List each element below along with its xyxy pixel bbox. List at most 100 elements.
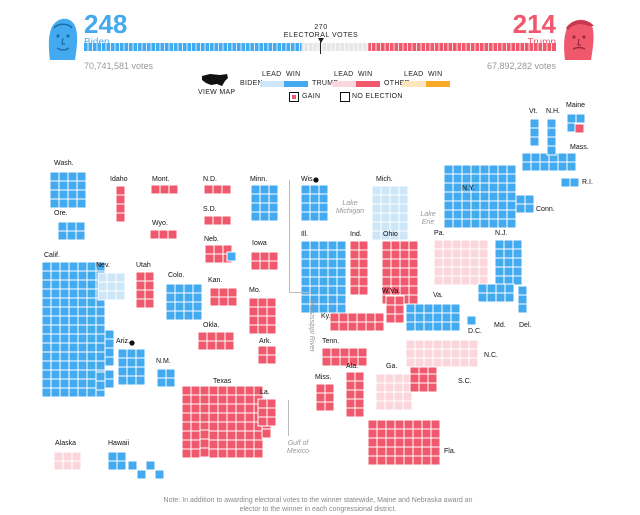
state-tile-colo[interactable] bbox=[165, 292, 176, 303]
state-tile-ala[interactable] bbox=[354, 380, 365, 391]
state-tile-calif[interactable] bbox=[41, 288, 52, 299]
state-tile-mo[interactable] bbox=[257, 306, 268, 317]
state-tile-calif[interactable] bbox=[68, 360, 79, 371]
state-tile-calif[interactable] bbox=[50, 369, 61, 380]
state-tile-nev[interactable] bbox=[106, 281, 117, 292]
state-tile-wash[interactable] bbox=[49, 198, 60, 209]
state-tile-calif[interactable] bbox=[68, 387, 79, 398]
state-tile-hawaii[interactable] bbox=[107, 460, 118, 471]
state-tile-ill[interactable] bbox=[327, 294, 338, 305]
state-tile-calif[interactable] bbox=[50, 288, 61, 299]
state-tile-n-y[interactable] bbox=[488, 191, 499, 202]
state-tile-ill[interactable] bbox=[300, 276, 311, 287]
state-tile-calif[interactable] bbox=[41, 360, 52, 371]
state-tile-ga[interactable] bbox=[393, 400, 404, 411]
state-tile-wyo[interactable] bbox=[149, 229, 160, 240]
state-tile-calif[interactable] bbox=[50, 333, 61, 344]
state-tile-texas[interactable] bbox=[208, 448, 219, 459]
state-tile-calif[interactable] bbox=[50, 306, 61, 317]
state-tile-md[interactable] bbox=[477, 283, 488, 294]
state-tile-n-y[interactable] bbox=[497, 173, 508, 184]
state-tile-texas[interactable] bbox=[190, 448, 201, 459]
state-tile-wis[interactable] bbox=[300, 184, 311, 195]
state-tile-calif[interactable] bbox=[68, 261, 79, 272]
state-tile-calif[interactable] bbox=[77, 270, 88, 281]
state-tile-n-y[interactable] bbox=[479, 191, 490, 202]
state-tile-n-c[interactable] bbox=[432, 339, 443, 350]
state-tile-n-y[interactable] bbox=[497, 209, 508, 220]
state-tile-calif[interactable] bbox=[50, 315, 61, 326]
state-tile-mass[interactable] bbox=[566, 152, 577, 163]
state-tile-n-c[interactable] bbox=[459, 357, 470, 368]
state-tile-ind[interactable] bbox=[349, 258, 360, 269]
state-tile-tenn[interactable] bbox=[339, 347, 350, 358]
state-tile-minn[interactable] bbox=[259, 211, 270, 222]
state-tile-mass[interactable] bbox=[530, 161, 541, 172]
state-tile-texas[interactable] bbox=[244, 448, 255, 459]
state-tile-tenn[interactable] bbox=[330, 356, 341, 367]
state-tile-n-y[interactable] bbox=[506, 218, 517, 229]
state-tile-utah[interactable] bbox=[135, 280, 146, 291]
state-tile-fla[interactable] bbox=[376, 428, 387, 439]
state-tile-calif[interactable] bbox=[59, 315, 70, 326]
state-tile-ind[interactable] bbox=[358, 249, 369, 260]
state-tile-fla[interactable] bbox=[376, 455, 387, 466]
state-tile-calif[interactable] bbox=[77, 351, 88, 362]
state-tile-calif[interactable] bbox=[41, 279, 52, 290]
state-tile-va[interactable] bbox=[423, 312, 434, 323]
state-tile-w-va[interactable] bbox=[385, 304, 396, 315]
state-tile-fla[interactable] bbox=[394, 419, 405, 430]
view-map-button[interactable] bbox=[200, 72, 230, 90]
state-tile-ariz[interactable] bbox=[117, 366, 128, 377]
state-tile-calif[interactable] bbox=[59, 360, 70, 371]
state-tile-ala[interactable] bbox=[345, 380, 356, 391]
state-tile-wash[interactable] bbox=[67, 189, 78, 200]
state-tile-ark[interactable] bbox=[257, 345, 268, 356]
state-tile-mont[interactable] bbox=[168, 184, 179, 195]
state-tile-texas[interactable] bbox=[235, 448, 246, 459]
state-tile-nev[interactable] bbox=[106, 290, 117, 301]
state-tile-n-h[interactable] bbox=[546, 127, 557, 138]
state-tile-wis[interactable] bbox=[300, 211, 311, 222]
state-tile-idaho[interactable] bbox=[115, 212, 126, 223]
state-tile-n-y[interactable] bbox=[470, 164, 481, 175]
state-tile-calif[interactable] bbox=[68, 270, 79, 281]
state-tile-calif[interactable] bbox=[59, 261, 70, 272]
state-tile-utah[interactable] bbox=[135, 271, 146, 282]
state-tile-n-c[interactable] bbox=[468, 348, 479, 359]
state-tile-mass[interactable] bbox=[530, 152, 541, 163]
state-tile-ga[interactable] bbox=[375, 400, 386, 411]
state-tile-ore[interactable] bbox=[75, 221, 86, 232]
state-tile-fla[interactable] bbox=[421, 446, 432, 457]
state-tile-pa[interactable] bbox=[460, 257, 471, 268]
state-tile-calif[interactable] bbox=[86, 279, 97, 290]
state-tile-calif[interactable] bbox=[41, 342, 52, 353]
state-tile-texas[interactable] bbox=[208, 385, 219, 396]
state-tile-la[interactable] bbox=[266, 416, 277, 427]
state-tile-n-d[interactable] bbox=[221, 184, 232, 195]
state-tile-kan[interactable] bbox=[227, 296, 238, 307]
state-tile-iowa[interactable] bbox=[250, 251, 261, 262]
state-tile-texas[interactable] bbox=[208, 421, 219, 432]
state-tile-calif[interactable] bbox=[68, 351, 79, 362]
state-tile-ariz[interactable] bbox=[135, 357, 146, 368]
state-tile-wyo[interactable] bbox=[167, 229, 178, 240]
state-tile-texas[interactable] bbox=[244, 385, 255, 396]
state-tile-calif[interactable] bbox=[59, 279, 70, 290]
state-tile-ohio[interactable] bbox=[408, 294, 419, 305]
state-tile-n-y[interactable] bbox=[452, 164, 463, 175]
state-tile-texas[interactable] bbox=[217, 421, 228, 432]
state-tile-idaho[interactable] bbox=[115, 194, 126, 205]
state-tile-ohio[interactable] bbox=[408, 240, 419, 251]
state-tile-neb[interactable] bbox=[213, 244, 224, 255]
state-tile-ill[interactable] bbox=[300, 285, 311, 296]
state-tile-n-y[interactable] bbox=[479, 209, 490, 220]
state-tile-mo[interactable] bbox=[266, 297, 277, 308]
state-tile-mass[interactable] bbox=[539, 161, 550, 172]
state-tile-n-y[interactable] bbox=[443, 182, 454, 193]
state-tile-mo[interactable] bbox=[248, 324, 259, 335]
state-tile-ohio[interactable] bbox=[381, 267, 392, 278]
state-tile-n-j[interactable] bbox=[503, 239, 514, 250]
state-tile-fla[interactable] bbox=[421, 419, 432, 430]
state-tile-calif[interactable] bbox=[59, 342, 70, 353]
